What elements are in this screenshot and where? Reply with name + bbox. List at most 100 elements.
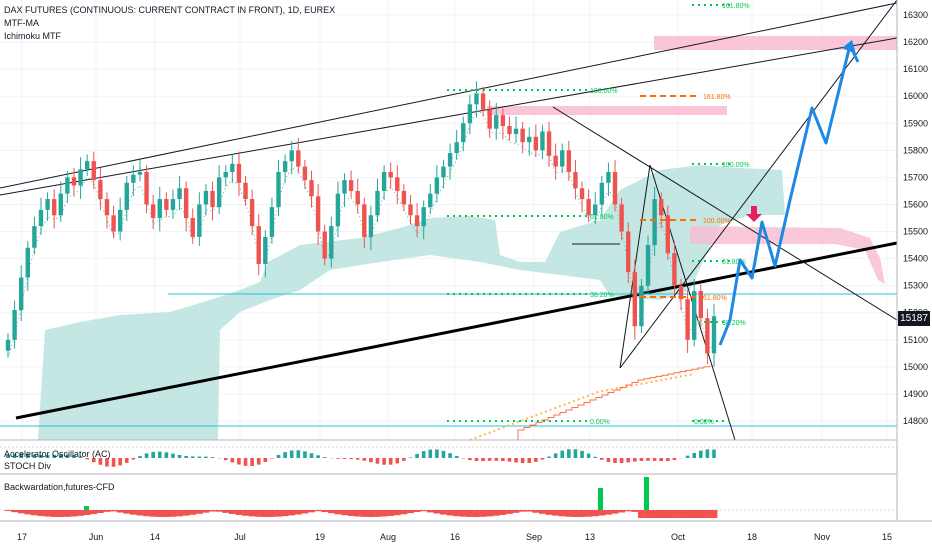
ac-bar bbox=[620, 458, 624, 463]
candle-body bbox=[666, 215, 670, 253]
ac-bar bbox=[198, 457, 202, 458]
candle-body bbox=[441, 167, 445, 178]
ac-bar bbox=[336, 458, 340, 459]
back-bar bbox=[242, 510, 249, 516]
ac-bar bbox=[580, 451, 584, 458]
back-bar bbox=[651, 510, 658, 518]
ac-bar bbox=[151, 452, 155, 458]
candle-body bbox=[356, 191, 360, 205]
ac-bar bbox=[653, 458, 657, 461]
back-bar bbox=[579, 510, 586, 517]
back-bar bbox=[592, 510, 599, 516]
indicator-ichimoku-label[interactable]: Ichimoku MTF bbox=[4, 31, 61, 42]
price-tick-label: 14900 bbox=[903, 389, 928, 399]
time-tick-label: 16 bbox=[450, 532, 460, 542]
price-tick-label: 15800 bbox=[903, 145, 928, 155]
back-bar bbox=[473, 510, 480, 517]
candle-body bbox=[59, 194, 63, 216]
ac-bar bbox=[204, 457, 208, 458]
back-bar bbox=[559, 510, 566, 516]
back-bar bbox=[295, 510, 302, 515]
back-bar bbox=[711, 510, 718, 518]
candle-body bbox=[243, 183, 247, 199]
fib-level-label: 161.80% bbox=[703, 94, 731, 101]
back-bar bbox=[5, 510, 12, 511]
back-bar bbox=[117, 510, 124, 513]
back-bar bbox=[638, 510, 645, 518]
candle-body bbox=[125, 183, 129, 210]
back-bar bbox=[466, 510, 473, 517]
indicator-mtf-ma-label[interactable]: MTF-MA bbox=[4, 18, 39, 29]
back-bar bbox=[526, 510, 533, 512]
ac-bar bbox=[356, 458, 360, 460]
ac-bar bbox=[145, 453, 149, 458]
ac-bar bbox=[244, 458, 248, 466]
ac-bar bbox=[112, 458, 116, 467]
back-bar bbox=[123, 510, 130, 514]
back-bar bbox=[302, 510, 309, 513]
candle-body bbox=[309, 180, 313, 196]
candle-body bbox=[369, 215, 373, 237]
candle-body bbox=[276, 172, 280, 207]
candle-body bbox=[283, 161, 287, 172]
backwardation-pane-label[interactable]: Backwardation,futures-CFD bbox=[4, 482, 115, 492]
price-tick-label: 15600 bbox=[903, 199, 928, 209]
back-bar bbox=[367, 510, 374, 517]
ac-bar bbox=[488, 458, 492, 461]
ac-bar bbox=[191, 456, 195, 458]
ac-bar bbox=[607, 458, 611, 462]
back-bar bbox=[420, 510, 427, 511]
back-bar bbox=[585, 510, 592, 517]
candle-body bbox=[448, 153, 452, 167]
back-bar bbox=[236, 510, 243, 515]
back-bar bbox=[565, 510, 572, 517]
candle-body bbox=[230, 164, 234, 172]
fib-level-label: 100.00% bbox=[590, 88, 618, 95]
ac-bar bbox=[264, 458, 268, 462]
candle-body bbox=[553, 156, 557, 167]
price-tick-label: 15700 bbox=[903, 172, 928, 182]
candle-body bbox=[151, 204, 155, 218]
candle-body bbox=[184, 188, 188, 218]
stoch-pane-label[interactable]: STOCH Div bbox=[4, 461, 51, 471]
ac-bar bbox=[455, 456, 459, 458]
time-tick-label: Jul bbox=[234, 532, 246, 542]
fib-level-label: 161.80% bbox=[722, 3, 750, 10]
candle-body bbox=[415, 215, 419, 226]
candle-body bbox=[652, 199, 656, 245]
fib-level-label: 0.00% bbox=[590, 419, 610, 426]
candle-body bbox=[85, 161, 89, 169]
price-tick-label: 15900 bbox=[903, 118, 928, 128]
back-bar bbox=[631, 510, 638, 512]
back-bar bbox=[387, 510, 394, 516]
back-bar bbox=[341, 510, 348, 515]
candle-body bbox=[586, 199, 590, 215]
back-bar bbox=[97, 510, 104, 513]
back-bar bbox=[308, 510, 315, 512]
candle-body bbox=[270, 207, 274, 237]
ac-bar bbox=[138, 456, 142, 458]
candle-body bbox=[52, 199, 56, 215]
ac-bar bbox=[633, 458, 637, 462]
ac-pane-label[interactable]: Accelerator Oscillator (AC) bbox=[4, 449, 111, 459]
ac-bar bbox=[395, 458, 399, 463]
candle-body bbox=[217, 177, 221, 207]
ac-bar bbox=[712, 450, 716, 458]
candle-body bbox=[336, 194, 340, 226]
ac-bar bbox=[415, 454, 419, 458]
back-bar bbox=[229, 510, 236, 514]
back-bar bbox=[262, 510, 269, 517]
back-bar bbox=[156, 510, 163, 517]
back-bar bbox=[354, 510, 361, 517]
orange-dotted-ma bbox=[470, 374, 694, 440]
candle-body bbox=[395, 177, 399, 191]
candle-body bbox=[131, 175, 135, 183]
candle-body bbox=[626, 232, 630, 273]
resistance-zone-mid bbox=[487, 106, 727, 115]
candle-body bbox=[362, 204, 366, 236]
back-bar bbox=[513, 510, 520, 513]
candle-body bbox=[474, 93, 478, 104]
candle-body bbox=[26, 248, 30, 278]
back-bar bbox=[625, 510, 632, 511]
